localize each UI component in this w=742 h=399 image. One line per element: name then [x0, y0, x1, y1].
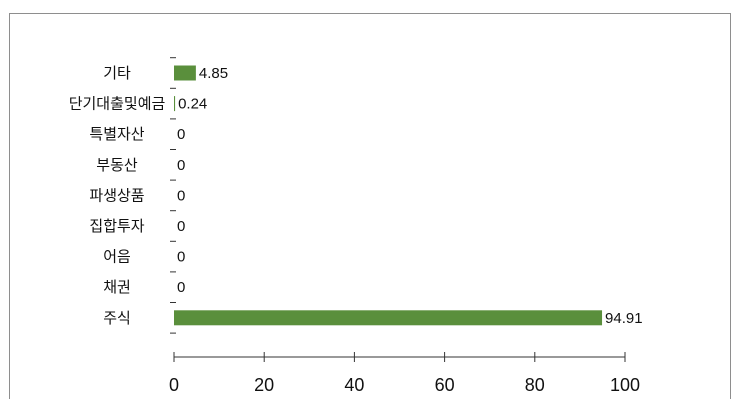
x-tick-label: 40 — [344, 375, 364, 395]
data-label: 94.91 — [605, 310, 643, 327]
bar — [174, 310, 603, 326]
chart-title-band — [9, 0, 731, 14]
category-label: 기타 — [103, 64, 131, 82]
category-label: 단기대출및예금 — [69, 95, 166, 113]
category-label: 채권 — [103, 278, 131, 296]
category-label: 부동산 — [96, 156, 138, 174]
x-tick-label: 100 — [610, 375, 640, 395]
data-label: 0 — [177, 218, 185, 235]
category-label: 어음 — [103, 248, 131, 266]
category-label: 집합투자 — [89, 217, 144, 235]
data-label: 0 — [177, 279, 185, 296]
data-label: 0 — [177, 187, 185, 204]
data-label: 0 — [177, 249, 185, 266]
data-label: 4.85 — [199, 65, 228, 82]
bar — [174, 96, 176, 112]
x-tick-label: 80 — [525, 375, 545, 395]
bars: 4.85 0.24 0 0 0 0 0 0 94.91 — [174, 65, 643, 327]
data-label: 0 — [177, 126, 185, 143]
x-tick-label: 0 — [169, 375, 179, 395]
x-axis: 0 20 40 60 80 100 — [169, 352, 640, 395]
data-label: 0.24 — [178, 96, 207, 113]
category-label: 특별자산 — [89, 125, 144, 143]
category-label: 파생상품 — [89, 186, 144, 204]
chart-frame — [9, 0, 731, 399]
bar — [174, 65, 196, 81]
category-label: 주식 — [103, 309, 131, 327]
x-tick-label: 20 — [254, 375, 274, 395]
x-tick-label: 60 — [435, 375, 455, 395]
data-label: 0 — [177, 157, 185, 174]
